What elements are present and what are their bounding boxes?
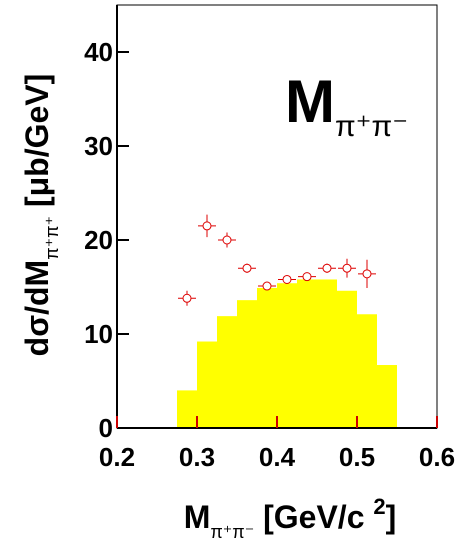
y-axis-label: dσ/dMπ⁺π⁺ [μb/GeV] bbox=[19, 74, 62, 357]
y-tick-label: 20 bbox=[84, 225, 113, 255]
x-tick-label: 0.2 bbox=[99, 442, 135, 472]
x-tick-label: 0.4 bbox=[259, 442, 296, 472]
y-tick-label: 40 bbox=[84, 37, 113, 67]
x-tick-label: 0.5 bbox=[339, 442, 375, 472]
data-point bbox=[302, 272, 312, 282]
histogram-bar bbox=[237, 300, 257, 428]
annotation: Mπ⁺π⁻ bbox=[285, 68, 408, 143]
histogram-bar bbox=[317, 279, 337, 428]
histogram-bar bbox=[297, 279, 317, 428]
x-tick-label: 0.3 bbox=[179, 442, 215, 472]
data-point bbox=[282, 274, 292, 284]
histogram-bar bbox=[197, 341, 217, 428]
y-tick-label: 0 bbox=[99, 413, 113, 443]
x-tick-label: 0.6 bbox=[419, 442, 455, 472]
data-point bbox=[242, 263, 252, 273]
data-point bbox=[182, 293, 192, 303]
data-point bbox=[222, 235, 232, 245]
data-point bbox=[362, 269, 372, 279]
data-point bbox=[202, 221, 212, 231]
data-point bbox=[342, 263, 352, 273]
histogram-bar bbox=[377, 365, 397, 428]
y-tick-label: 10 bbox=[84, 319, 113, 349]
data-point bbox=[322, 263, 332, 273]
histogram-bar bbox=[217, 316, 237, 428]
histogram-bar bbox=[277, 283, 297, 428]
histogram-bar bbox=[337, 290, 357, 428]
data-point bbox=[262, 281, 272, 291]
x-axis-label: Mπ⁺π⁻ [GeV/c 2] bbox=[184, 494, 397, 542]
histogram-bar bbox=[177, 390, 197, 428]
y-tick-label: 30 bbox=[84, 131, 113, 161]
histogram-bar bbox=[357, 314, 377, 428]
histogram-bar bbox=[257, 287, 277, 428]
